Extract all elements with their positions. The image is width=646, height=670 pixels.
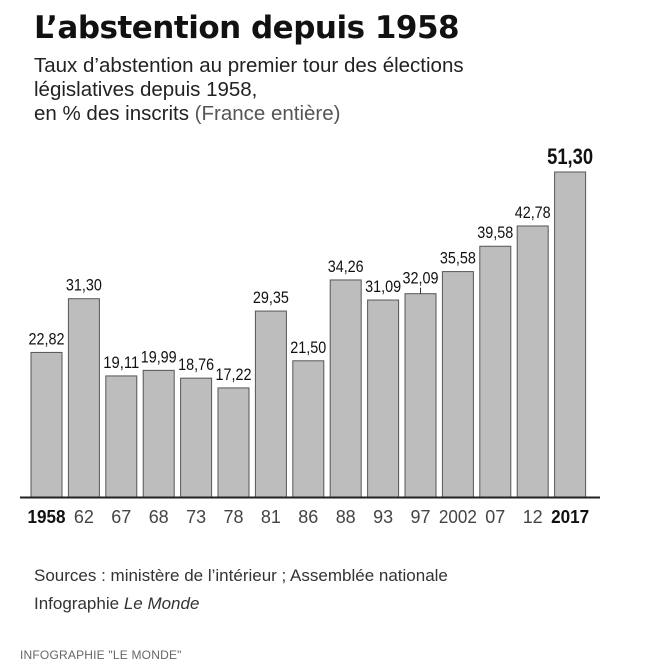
subtitle-unit: en % des inscrits [34, 102, 189, 125]
value-label-81: 29,35 [253, 288, 289, 307]
bar-2017 [554, 171, 587, 498]
value-label-62: 31,30 [66, 276, 102, 295]
value-label-78: 17,22 [216, 365, 252, 384]
subtitle-line-2: législatives depuis 1958, [34, 78, 258, 101]
bar-12 [516, 225, 549, 498]
image-credit: INFOGRAPHIE "LE MONDE" [20, 648, 182, 662]
category-label-78: 78 [224, 507, 244, 527]
category-label-2017: 2017 [551, 507, 589, 527]
category-label-1958: 1958 [28, 507, 66, 527]
bar-97 [404, 293, 437, 498]
category-label-68: 68 [149, 507, 169, 527]
value-label-88: 34,26 [328, 257, 364, 276]
value-label-1958: 22,82 [29, 329, 65, 348]
category-label-86: 86 [298, 507, 318, 527]
value-label-2002: 35,58 [440, 249, 476, 268]
bar-93 [367, 299, 400, 498]
bar-68 [142, 369, 175, 498]
bar-78 [217, 387, 250, 498]
sources-line: Sources : ministère de l’intérieur ; Ass… [34, 566, 448, 585]
bar-62 [67, 298, 100, 498]
value-label-12: 42,78 [515, 203, 551, 222]
category-label-67: 67 [111, 507, 131, 527]
infographie-prefix: Infographie [34, 594, 120, 613]
bar-1958 [30, 351, 63, 498]
bar-73 [180, 377, 213, 498]
bar-07 [479, 245, 512, 498]
category-label-81: 81 [261, 507, 281, 527]
category-label-2002: 2002 [439, 507, 477, 527]
value-label-97: 32,09 [403, 269, 439, 288]
category-label-07: 07 [485, 507, 505, 527]
bar-chart: 22,82 1958 31,30 62 19,11 67 19,99 68 18,76 73 17,… [20, 144, 600, 527]
value-label-67: 19,11 [103, 353, 139, 372]
infographie-line: Infographie Le Monde [34, 590, 448, 618]
subtitle-line-1: Taux d’abstention au premier tour des él… [34, 54, 464, 77]
bar-81 [254, 310, 287, 498]
category-label-62: 62 [74, 507, 94, 527]
infographie-name: Le Monde [123, 594, 200, 613]
value-label-73: 18,76 [178, 355, 214, 374]
chart-title: L’abstention depuis 1958 [34, 10, 460, 46]
bar-67 [105, 375, 138, 498]
chart-subtitle: Taux d’abstention au premier tour des él… [34, 54, 614, 126]
category-label-12: 12 [523, 507, 543, 527]
value-label-2017: 51,30 [547, 144, 593, 169]
category-label-97: 97 [411, 507, 431, 527]
value-label-93: 31,09 [365, 277, 401, 296]
value-label-86: 21,50 [290, 338, 326, 357]
subtitle-scope-note: (France entière) [194, 102, 341, 125]
bar-2002 [441, 271, 474, 498]
sources-block: Sources : ministère de l’intérieur ; Ass… [34, 562, 448, 618]
category-label-73: 73 [186, 507, 206, 527]
bar-86 [292, 360, 325, 498]
category-label-93: 93 [373, 507, 393, 527]
category-label-88: 88 [336, 507, 356, 527]
value-label-07: 39,58 [477, 223, 513, 242]
value-label-68: 19,99 [141, 347, 177, 366]
subtitle-line-3: en % des inscrits (France entière) [34, 102, 614, 126]
bar-88 [329, 279, 362, 498]
